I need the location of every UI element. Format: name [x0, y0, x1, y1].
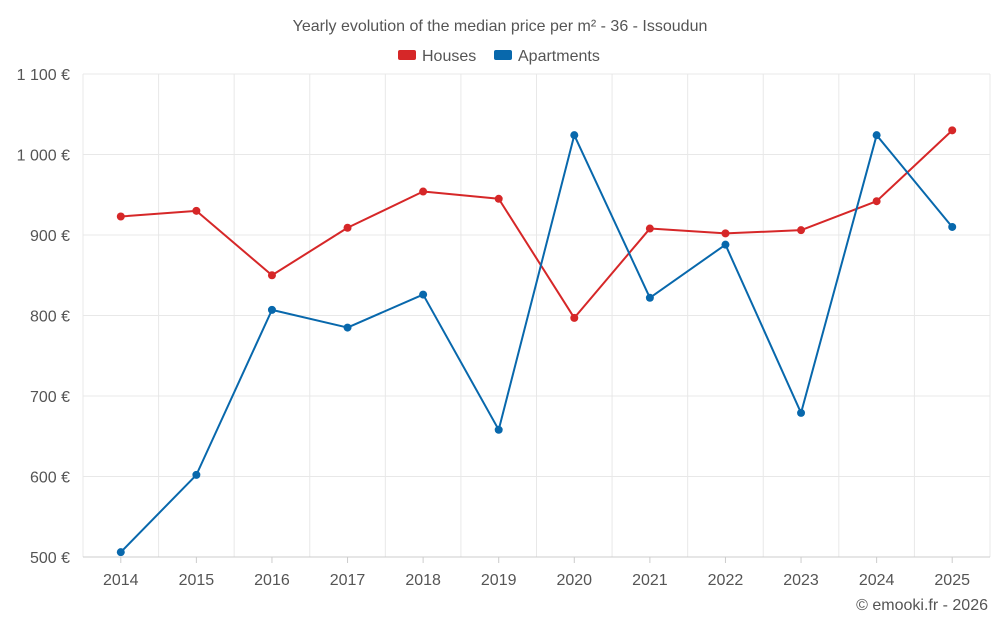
data-point-apartments[interactable] — [721, 240, 730, 249]
y-tick-label: 600 € — [30, 470, 70, 487]
y-tick-label: 700 € — [30, 389, 70, 406]
data-point-houses[interactable] — [645, 224, 654, 233]
y-tick-label: 1 000 € — [17, 148, 70, 165]
x-tick-label: 2020 — [556, 572, 592, 589]
data-point-apartments[interactable] — [948, 222, 957, 231]
x-tick-label: 2022 — [708, 572, 744, 589]
data-point-houses[interactable] — [192, 206, 201, 215]
x-tick-label: 2018 — [405, 572, 441, 589]
x-tick-label: 2016 — [254, 572, 290, 589]
data-point-houses[interactable] — [872, 197, 881, 206]
x-tick-label: 2023 — [783, 572, 819, 589]
grid — [82, 73, 991, 558]
data-point-houses[interactable] — [116, 212, 125, 221]
data-point-apartments[interactable] — [419, 290, 428, 299]
data-point-apartments[interactable] — [645, 293, 654, 302]
y-tick-label: 1 100 € — [17, 67, 70, 84]
data-point-apartments[interactable] — [116, 548, 125, 557]
x-tick-label: 2019 — [481, 572, 517, 589]
data-point-apartments[interactable] — [343, 323, 352, 332]
footer-credit: © emooki.fr - 2026 — [856, 597, 988, 614]
data-point-houses[interactable] — [343, 223, 352, 232]
data-point-apartments[interactable] — [494, 425, 503, 434]
series-group — [116, 126, 957, 557]
x-tick-label: 2014 — [103, 572, 139, 589]
data-point-houses[interactable] — [570, 313, 579, 322]
data-point-apartments[interactable] — [872, 131, 881, 140]
legend: Houses Apartments — [398, 48, 600, 65]
y-tick-label: 900 € — [30, 228, 70, 245]
y-tick-label: 800 € — [30, 309, 70, 326]
chart-title: Yearly evolution of the median price per… — [293, 18, 708, 35]
legend-item-apartments[interactable]: Apartments — [494, 48, 600, 65]
legend-swatch — [398, 50, 416, 60]
data-point-houses[interactable] — [721, 229, 730, 238]
data-point-houses[interactable] — [267, 271, 276, 280]
x-tick-label: 2017 — [330, 572, 366, 589]
x-axis: 2014 2015 2016 2017 2018 2019 2020 2021 2022 2023… — [83, 556, 990, 589]
x-tick-label: 2021 — [632, 572, 668, 589]
legend-label: Apartments — [518, 48, 600, 65]
legend-item-houses[interactable]: Houses — [398, 48, 476, 65]
legend-label: Houses — [422, 48, 476, 65]
data-point-houses[interactable] — [948, 126, 957, 135]
data-point-houses[interactable] — [419, 187, 428, 196]
legend-swatch — [494, 50, 512, 60]
data-point-apartments[interactable] — [192, 470, 201, 479]
data-point-apartments[interactable] — [797, 408, 806, 417]
series-line-apartments — [120, 134, 953, 553]
data-point-apartments[interactable] — [267, 305, 276, 314]
x-tick-label: 2015 — [179, 572, 215, 589]
data-point-apartments[interactable] — [570, 131, 579, 140]
series-line-houses — [120, 129, 953, 319]
x-tick-label: 2025 — [934, 572, 970, 589]
data-point-houses[interactable] — [797, 226, 806, 235]
y-axis: 500 € 600 € 700 € 800 € 900 € 1 000 € 1 100 € — [17, 67, 70, 567]
x-tick-label: 2024 — [859, 572, 895, 589]
data-point-houses[interactable] — [494, 194, 503, 203]
y-tick-label: 500 € — [30, 550, 70, 567]
